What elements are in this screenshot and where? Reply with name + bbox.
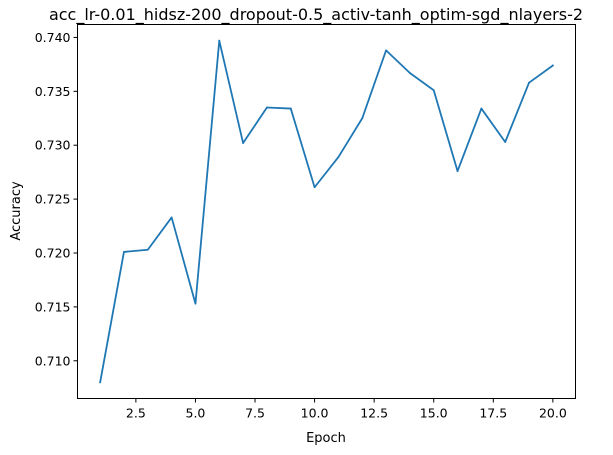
data-point bbox=[146, 248, 149, 251]
x-tick-label: 10.0 bbox=[301, 406, 329, 421]
x-axis-label: Epoch bbox=[306, 431, 346, 446]
data-point bbox=[313, 186, 316, 189]
data-point bbox=[289, 107, 292, 110]
y-tick-label: 0.715 bbox=[35, 299, 71, 314]
data-point bbox=[504, 141, 507, 143]
data-point bbox=[99, 381, 102, 384]
series-layer bbox=[99, 39, 554, 384]
data-point bbox=[266, 106, 268, 109]
y-tick-label: 0.710 bbox=[35, 353, 71, 368]
data-point bbox=[337, 156, 340, 158]
data-point bbox=[432, 89, 435, 92]
y-tick-label: 0.740 bbox=[35, 30, 71, 45]
data-point bbox=[361, 117, 364, 120]
y-tick-label: 0.720 bbox=[35, 245, 71, 260]
data-point bbox=[528, 81, 530, 84]
data-point bbox=[170, 216, 173, 219]
x-tick-label: 17.5 bbox=[479, 406, 507, 421]
y-axis-ticks: 0.710 0.715 0.720 0.725 0.730 0.735 0.740 bbox=[35, 30, 78, 368]
chart-title: acc_lr-0.01_hidsz-200_dropout-0.5_activ-… bbox=[49, 5, 583, 25]
data-point bbox=[242, 142, 245, 144]
data-point bbox=[123, 251, 125, 253]
x-tick-label: 7.5 bbox=[245, 406, 265, 421]
x-tick-label: 20.0 bbox=[539, 406, 567, 421]
data-point bbox=[385, 49, 387, 52]
data-point bbox=[551, 64, 554, 67]
data-point bbox=[480, 107, 483, 110]
data-point bbox=[194, 302, 197, 305]
x-tick-label: 12.5 bbox=[360, 406, 388, 421]
series-line-0 bbox=[99, 39, 554, 384]
data-point bbox=[218, 39, 221, 42]
y-axis-label: Accuracy bbox=[9, 181, 24, 241]
x-axis-ticks: 2.5 5.0 7.5 10.0 12.5 15.0 17.5 20.0 bbox=[126, 398, 567, 421]
y-tick-label: 0.730 bbox=[35, 138, 71, 153]
y-tick-label: 0.725 bbox=[35, 192, 71, 207]
data-point bbox=[408, 72, 411, 74]
y-tick-label: 0.735 bbox=[35, 84, 71, 99]
x-tick-label: 5.0 bbox=[186, 406, 206, 421]
x-tick-label: 2.5 bbox=[126, 406, 146, 421]
data-point bbox=[456, 170, 459, 172]
x-tick-label: 15.0 bbox=[420, 406, 448, 421]
plot-frame bbox=[77, 24, 576, 399]
